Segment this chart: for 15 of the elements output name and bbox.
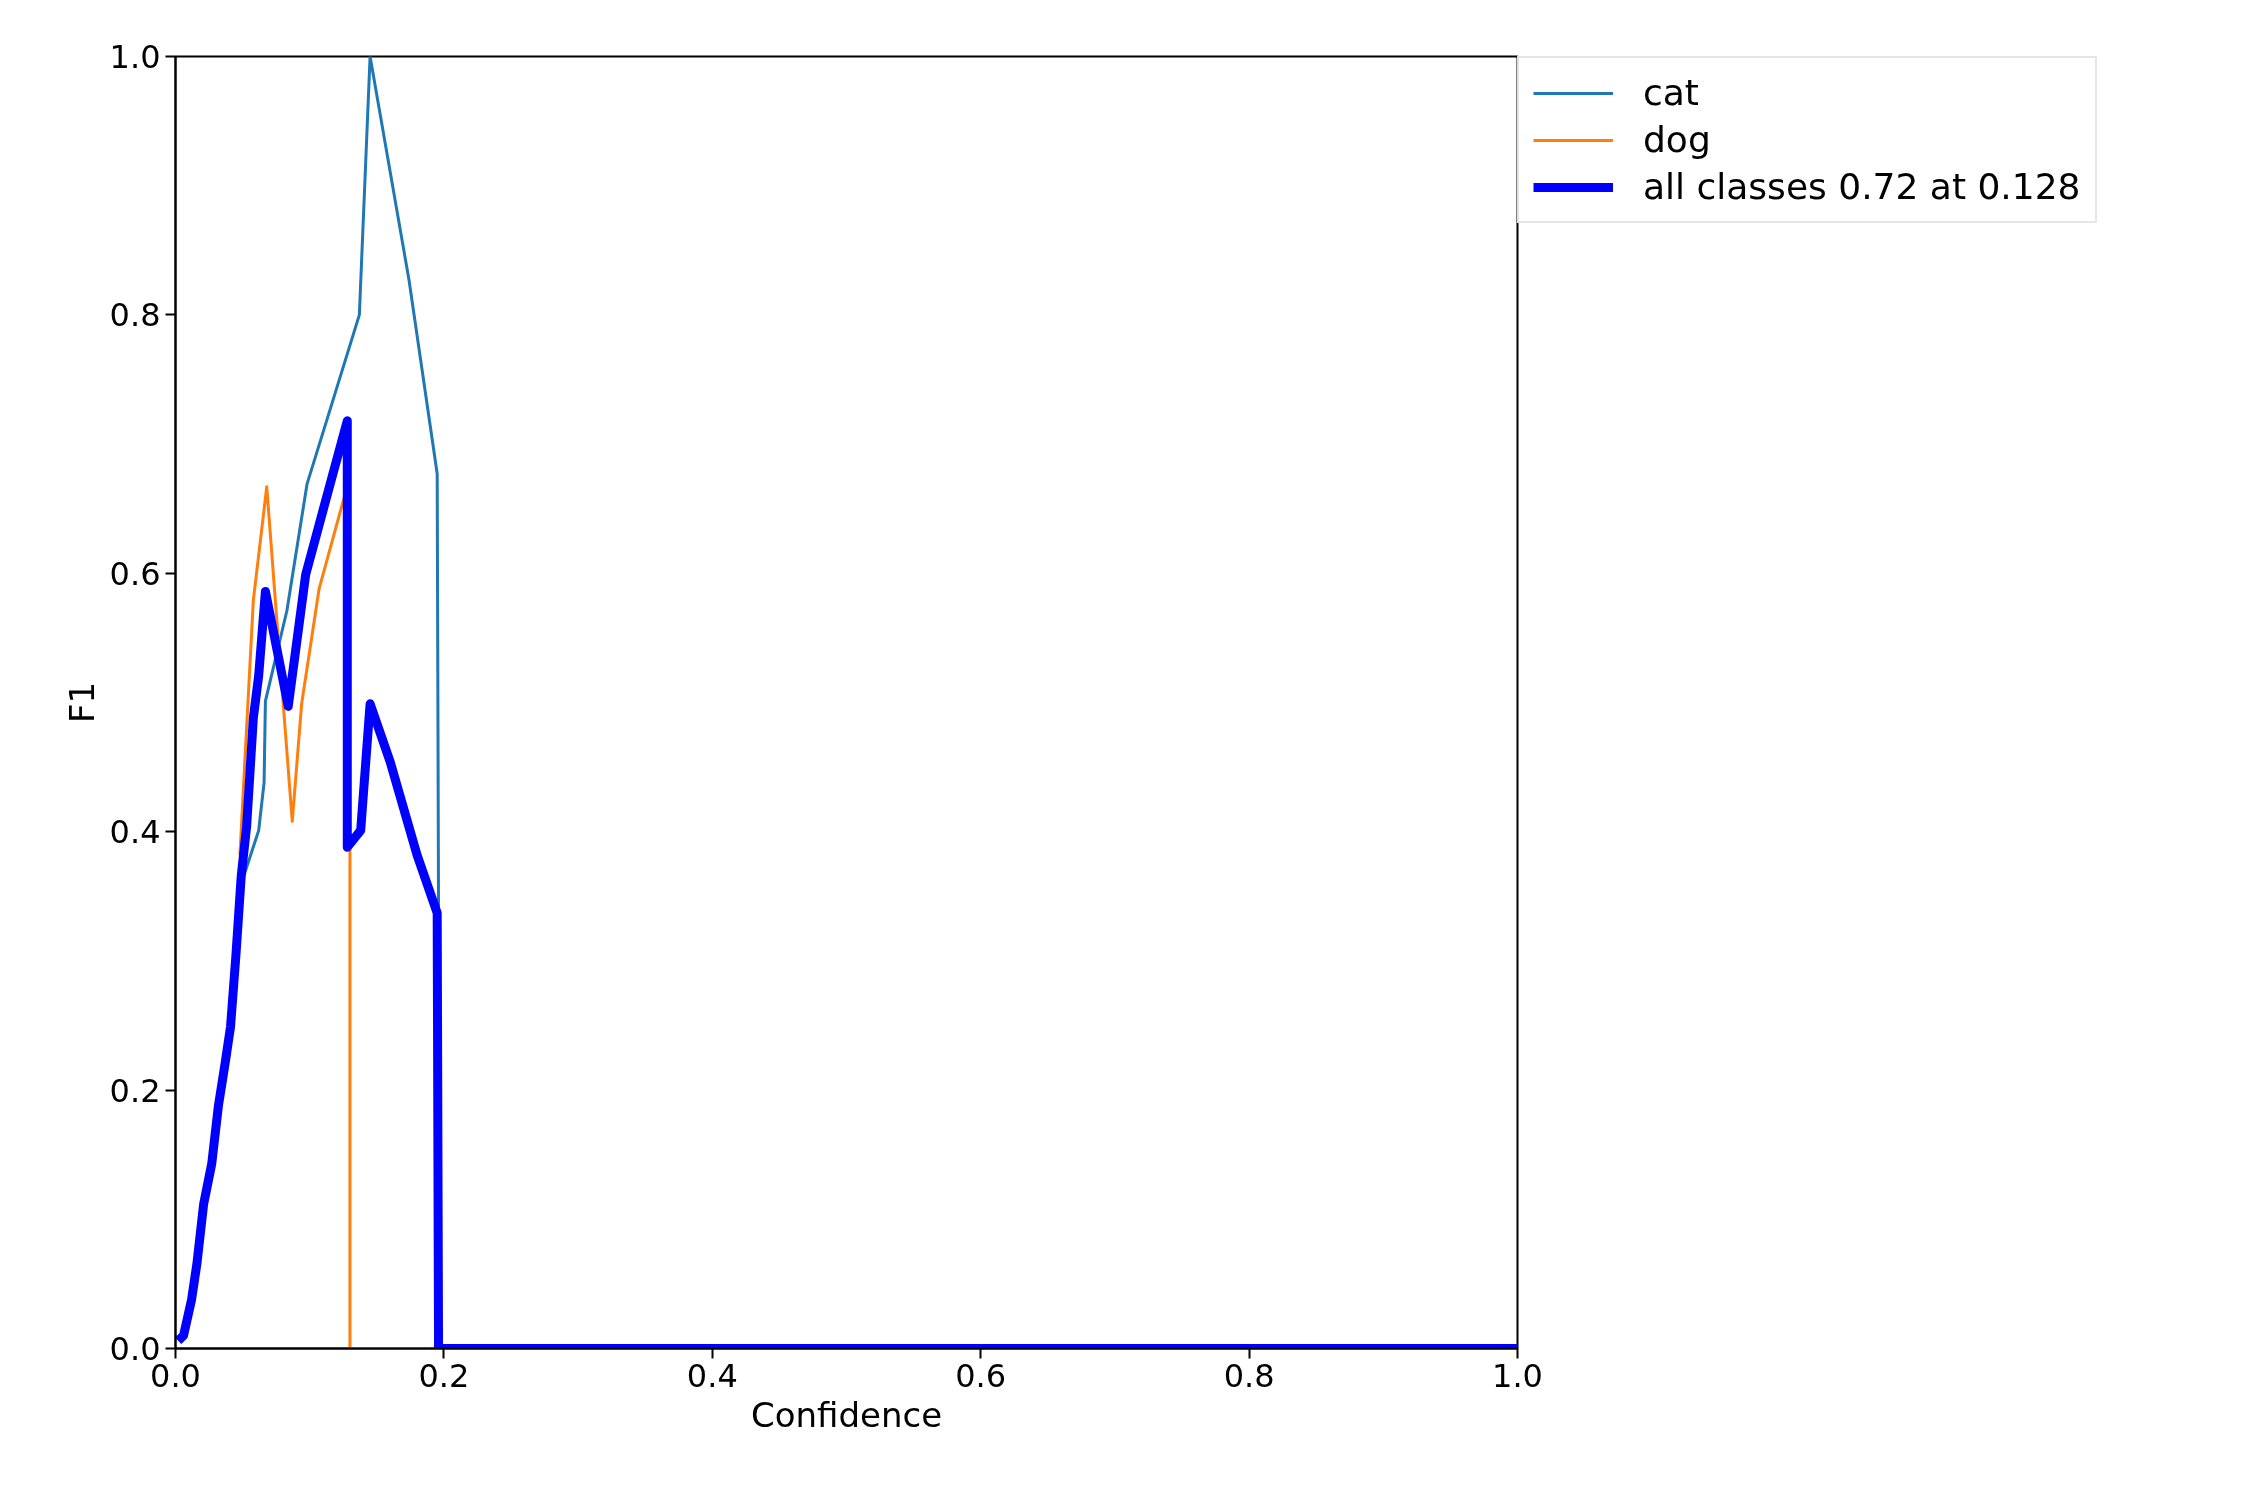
x-tick-label: 0.6	[955, 1356, 1007, 1395]
y-tick-label: 1.0	[109, 38, 161, 76]
y-tick-label: 0.2	[109, 1071, 161, 1110]
x-tick-label: 0.8	[1223, 1356, 1275, 1395]
y-tick-label: 0.8	[109, 296, 161, 335]
x-tick-label: 0.4	[686, 1356, 738, 1395]
x-axis-title: Confidence	[750, 1394, 943, 1435]
legend-label: cat	[1643, 72, 1699, 113]
y-tick-label: 0.4	[109, 813, 161, 852]
x-tick-label: 0.2	[418, 1356, 470, 1395]
x-tick-label: 1.0	[1492, 1356, 1543, 1395]
y-axis-title: F1	[61, 681, 102, 724]
legend-label: dog	[1643, 119, 1711, 160]
y-tick-label: 0.6	[109, 554, 161, 593]
legend-label: all classes 0.72 at 0.128	[1643, 166, 2081, 207]
